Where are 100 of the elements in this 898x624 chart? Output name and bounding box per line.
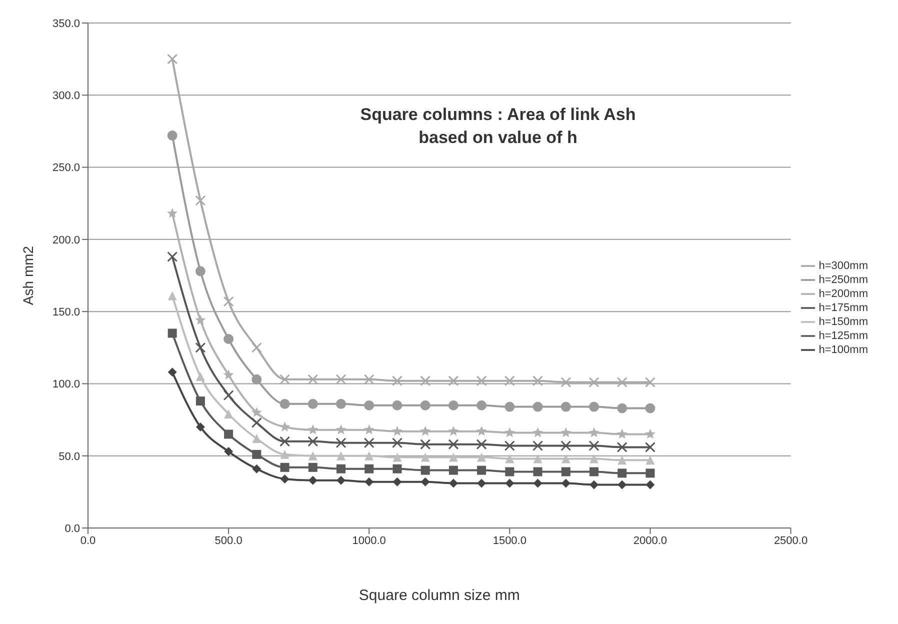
x-tick-label: 2500.0 bbox=[774, 534, 808, 547]
legend-label: h=100mm bbox=[818, 344, 868, 356]
point bbox=[223, 390, 234, 401]
point bbox=[560, 440, 572, 452]
point bbox=[561, 454, 570, 464]
point bbox=[560, 377, 572, 388]
point bbox=[504, 427, 515, 438]
point bbox=[644, 377, 656, 388]
legend-label: h=125mm bbox=[818, 330, 868, 342]
point bbox=[505, 454, 514, 464]
point bbox=[224, 447, 234, 456]
point bbox=[280, 450, 290, 459]
point bbox=[646, 480, 655, 490]
point bbox=[364, 374, 374, 385]
point bbox=[392, 438, 402, 448]
point bbox=[589, 480, 598, 490]
point bbox=[251, 342, 262, 353]
point bbox=[644, 442, 656, 452]
point bbox=[364, 477, 374, 486]
legend-label: h=150mm bbox=[818, 316, 868, 328]
point bbox=[420, 477, 430, 486]
point bbox=[336, 398, 346, 409]
x-tick-label: 2000.0 bbox=[633, 534, 668, 547]
point bbox=[645, 403, 656, 414]
point bbox=[618, 456, 627, 465]
y-tick-label: 50.0 bbox=[58, 450, 80, 463]
point bbox=[308, 424, 318, 434]
point bbox=[280, 398, 290, 409]
point bbox=[448, 376, 459, 386]
y-tick-label: 100.0 bbox=[52, 378, 80, 391]
point bbox=[476, 376, 487, 386]
point bbox=[336, 438, 346, 448]
point bbox=[560, 427, 572, 438]
point bbox=[364, 464, 374, 474]
legend-label: h=250mm bbox=[818, 274, 868, 286]
point bbox=[616, 428, 628, 439]
legend-label: h=300mm bbox=[818, 260, 868, 272]
point bbox=[167, 251, 178, 262]
x-tick-label: 0.0 bbox=[80, 534, 96, 547]
point bbox=[589, 454, 598, 464]
point bbox=[646, 468, 655, 478]
point bbox=[336, 374, 346, 385]
point bbox=[280, 422, 290, 432]
point bbox=[223, 296, 234, 307]
point bbox=[364, 400, 374, 410]
point bbox=[196, 396, 205, 406]
point bbox=[420, 400, 430, 410]
point bbox=[420, 452, 430, 462]
y-tick-label: 150.0 bbox=[52, 306, 80, 318]
point bbox=[588, 402, 599, 412]
point bbox=[532, 440, 544, 452]
x-tick-label: 1000.0 bbox=[352, 534, 386, 547]
point bbox=[392, 376, 402, 386]
legend-label: h=200mm bbox=[818, 288, 868, 300]
point bbox=[167, 208, 178, 218]
point bbox=[252, 464, 262, 474]
point bbox=[364, 438, 374, 448]
point bbox=[392, 452, 402, 462]
point bbox=[448, 478, 458, 488]
point bbox=[308, 451, 318, 460]
point bbox=[420, 426, 431, 436]
x-tick-label: 1500.0 bbox=[492, 534, 526, 547]
point bbox=[616, 377, 628, 388]
point bbox=[280, 462, 290, 472]
point bbox=[167, 130, 178, 141]
point bbox=[280, 474, 290, 484]
point bbox=[196, 422, 205, 432]
point bbox=[251, 407, 262, 418]
point bbox=[420, 439, 431, 450]
point bbox=[336, 424, 346, 434]
point bbox=[252, 450, 262, 459]
point bbox=[561, 467, 570, 476]
point bbox=[618, 468, 627, 478]
point bbox=[168, 328, 177, 338]
point bbox=[364, 451, 374, 460]
point bbox=[392, 464, 402, 474]
point bbox=[195, 342, 206, 353]
point bbox=[477, 452, 486, 462]
point bbox=[588, 440, 600, 452]
point bbox=[533, 467, 542, 476]
point bbox=[167, 54, 178, 64]
point bbox=[252, 374, 262, 384]
point bbox=[646, 456, 655, 465]
legend-label: h=175mm bbox=[818, 302, 868, 314]
y-tick-label: 250.0 bbox=[52, 162, 80, 174]
point bbox=[196, 372, 205, 381]
point bbox=[392, 426, 402, 436]
point bbox=[392, 400, 402, 410]
point bbox=[336, 464, 346, 474]
point bbox=[532, 427, 543, 438]
x-tick-label: 500.0 bbox=[214, 534, 242, 547]
point bbox=[476, 400, 487, 410]
y-tick-label: 300.0 bbox=[52, 90, 80, 102]
point bbox=[504, 376, 515, 386]
point bbox=[308, 374, 318, 385]
point bbox=[195, 314, 206, 325]
point bbox=[280, 436, 290, 447]
point bbox=[224, 334, 234, 344]
point bbox=[477, 466, 486, 475]
point bbox=[308, 476, 318, 485]
